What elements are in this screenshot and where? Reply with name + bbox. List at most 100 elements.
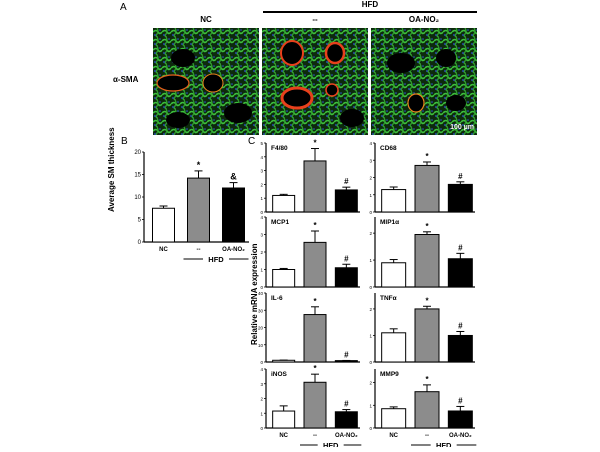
svg-text:*: * <box>425 222 429 231</box>
svg-text:MCP1: MCP1 <box>271 219 289 226</box>
bar-2 <box>447 258 473 288</box>
hfd-group-header: HFD <box>361 0 379 9</box>
panel-b-label: B <box>121 136 128 147</box>
svg-text:4: 4 <box>260 155 263 160</box>
bar-0 <box>381 332 407 363</box>
svg-text:*: * <box>313 297 317 306</box>
svg-text:0: 0 <box>369 426 372 431</box>
svg-text:3: 3 <box>369 158 372 163</box>
svg-text:4: 4 <box>369 141 372 146</box>
svg-text:0: 0 <box>369 285 372 290</box>
svg-text:*: * <box>313 221 317 230</box>
panel-a-label: A <box>120 2 127 13</box>
svg-text:2: 2 <box>260 397 263 402</box>
bar-0 <box>272 194 296 213</box>
svg-text:3: 3 <box>260 382 263 387</box>
bar-1 <box>414 391 440 429</box>
svg-text:1: 1 <box>260 196 263 201</box>
svg-text:30: 30 <box>258 308 264 313</box>
bar-1 <box>414 164 440 213</box>
svg-text:OA-NO₂: OA-NO₂ <box>335 433 358 439</box>
svg-text:20: 20 <box>134 150 141 156</box>
svg-text:0: 0 <box>260 210 263 215</box>
bar-1 <box>303 314 327 363</box>
column-header-hfd: -- <box>312 15 318 24</box>
svg-text:HFD: HFD <box>323 441 339 447</box>
svg-text:#: # <box>458 321 463 330</box>
svg-text:--: -- <box>197 247 201 253</box>
micrograph-nc <box>153 28 259 135</box>
micrograph-oa-no2: 100 µm <box>371 28 477 135</box>
svg-text:#: # <box>458 396 463 405</box>
bar-2 <box>447 410 473 429</box>
svg-text:10: 10 <box>134 195 141 201</box>
svg-text:2: 2 <box>369 231 372 236</box>
svg-text:4: 4 <box>260 215 263 220</box>
svg-text:1: 1 <box>369 333 372 338</box>
column-header-nc: NC <box>200 15 212 24</box>
bar-1 <box>414 308 440 363</box>
svg-text:NC: NC <box>389 433 398 439</box>
svg-text:OA-NO₂: OA-NO₂ <box>449 433 472 439</box>
svg-text:*: * <box>425 152 429 161</box>
svg-text:NC: NC <box>159 247 168 253</box>
bar-0 <box>381 408 407 429</box>
svg-text:0: 0 <box>260 285 263 290</box>
svg-text:CD68: CD68 <box>380 145 397 152</box>
svg-text:0: 0 <box>369 360 372 365</box>
bar-1 <box>303 241 327 288</box>
bar-0 <box>381 262 407 288</box>
bar-0 <box>272 410 296 429</box>
svg-text:2: 2 <box>369 176 372 181</box>
svg-text:*: * <box>197 160 201 170</box>
svg-text:IL-6: IL-6 <box>271 295 283 302</box>
svg-text:iNOS: iNOS <box>271 371 288 378</box>
panel-c-label: C <box>248 136 256 147</box>
svg-text:--: -- <box>425 433 429 439</box>
svg-text:--: -- <box>313 433 317 439</box>
svg-text:F4/80: F4/80 <box>271 145 288 152</box>
svg-text:2: 2 <box>369 307 372 312</box>
svg-text:1: 1 <box>260 268 263 273</box>
svg-text:0: 0 <box>260 360 263 365</box>
bar-2 <box>334 411 358 429</box>
svg-text:&: & <box>230 172 237 182</box>
svg-text:*: * <box>425 375 429 384</box>
hfd-bracket-line <box>263 11 477 13</box>
svg-text:1: 1 <box>369 258 372 263</box>
svg-text:20: 20 <box>258 326 264 331</box>
svg-text:TNFα: TNFα <box>380 295 397 302</box>
svg-text:OA-NO₂: OA-NO₂ <box>222 247 245 253</box>
svg-text:#: # <box>344 350 349 359</box>
svg-text:1: 1 <box>260 411 263 416</box>
svg-text:3: 3 <box>260 169 263 174</box>
svg-text:15: 15 <box>134 173 141 179</box>
svg-text:4: 4 <box>260 367 263 372</box>
bar-1 <box>303 160 327 213</box>
svg-text:#: # <box>458 172 463 181</box>
svg-text:5: 5 <box>260 141 263 146</box>
svg-text:MMP9: MMP9 <box>380 371 399 378</box>
svg-text:NC: NC <box>279 433 288 439</box>
svg-text:#: # <box>458 243 463 252</box>
svg-text:HFD: HFD <box>436 441 452 447</box>
bar-0 <box>381 189 407 213</box>
svg-text:#: # <box>344 177 349 186</box>
svg-text:*: * <box>313 139 317 148</box>
chart-sm-thickness: 0 5 10 15 20 * & NC -- OA-NO₂ HFD <box>100 135 250 285</box>
svg-text:#: # <box>344 400 349 409</box>
svg-text:*: * <box>313 364 317 373</box>
bar-2 <box>334 267 358 288</box>
row-label-alpha-sma: α-SMA <box>113 75 139 84</box>
bar-2 <box>447 334 473 363</box>
svg-text:5: 5 <box>138 218 142 224</box>
scale-bar-label: 100 µm <box>450 124 474 131</box>
bar-0 <box>272 269 296 288</box>
svg-text:0: 0 <box>369 210 372 215</box>
svg-text:40: 40 <box>258 291 264 296</box>
svg-text:2: 2 <box>260 182 263 187</box>
bar-1 <box>303 381 327 429</box>
svg-text:*: * <box>425 296 429 305</box>
svg-text:3: 3 <box>260 233 263 238</box>
